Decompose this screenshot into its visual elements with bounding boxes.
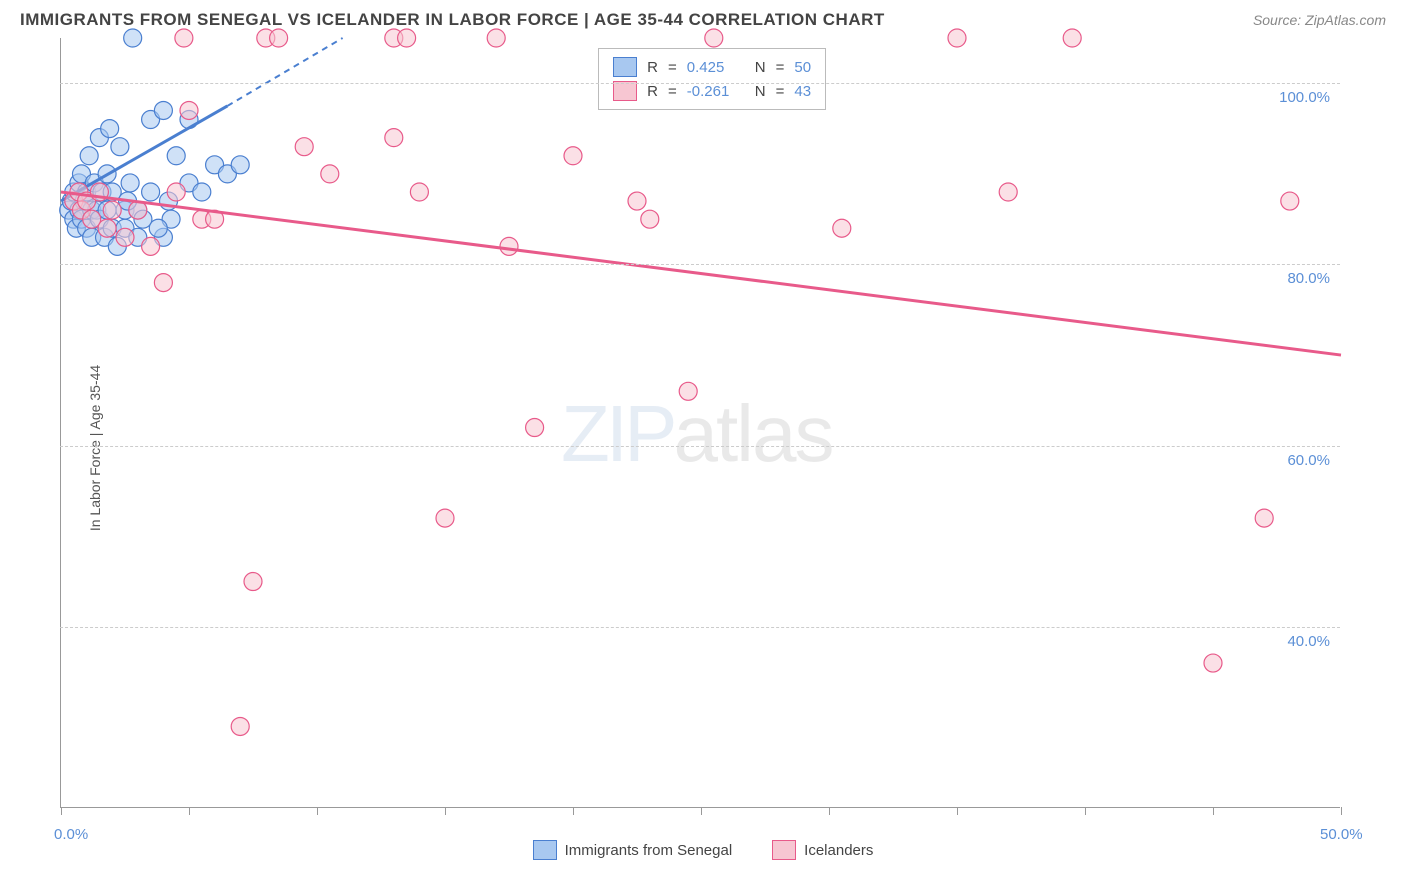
data-point — [295, 138, 313, 156]
data-point — [948, 29, 966, 47]
data-point — [180, 101, 198, 119]
legend-eq: = — [668, 83, 677, 100]
footer-legend-label: Immigrants from Senegal — [565, 842, 733, 859]
data-point — [833, 219, 851, 237]
trend-line — [61, 192, 1341, 355]
data-point — [641, 210, 659, 228]
chart-container: In Labor Force | Age 35-44 ZIPatlas R=0.… — [20, 38, 1386, 858]
x-tick-mark — [1341, 807, 1342, 815]
page-title: IMMIGRANTS FROM SENEGAL VS ICELANDER IN … — [20, 10, 885, 30]
x-tick-mark — [445, 807, 446, 815]
gridline-h — [60, 83, 1340, 84]
legend-row: R = 0.425 N = 50 — [613, 55, 811, 79]
y-tick-label: 80.0% — [1270, 270, 1330, 287]
source-label: Source: ZipAtlas.com — [1253, 12, 1386, 28]
header: IMMIGRANTS FROM SENEGAL VS ICELANDER IN … — [0, 0, 1406, 38]
data-point — [500, 237, 518, 255]
data-point — [98, 219, 116, 237]
y-tick-label: 100.0% — [1270, 89, 1330, 106]
data-point — [385, 129, 403, 147]
plot-svg — [61, 38, 1340, 807]
data-point — [436, 509, 454, 527]
data-point — [679, 382, 697, 400]
data-point — [487, 29, 505, 47]
data-point — [121, 174, 139, 192]
legend-n-label: N — [755, 59, 766, 76]
data-point — [398, 29, 416, 47]
legend-r-label: R — [647, 59, 658, 76]
correlation-legend: R = 0.425 N = 50 R = -0.261 N = 43 — [598, 48, 826, 110]
data-point — [142, 237, 160, 255]
x-tick-label: 0.0% — [54, 826, 88, 843]
data-point — [231, 156, 249, 174]
data-point — [149, 219, 167, 237]
data-point — [270, 29, 288, 47]
y-tick-label: 40.0% — [1270, 633, 1330, 650]
x-tick-mark — [957, 807, 958, 815]
data-point — [244, 573, 262, 591]
footer-legend-label: Icelanders — [804, 842, 873, 859]
x-tick-mark — [829, 807, 830, 815]
data-point — [628, 192, 646, 210]
legend-r-value: 0.425 — [687, 59, 745, 76]
legend-n-value: 50 — [794, 59, 811, 76]
data-point — [321, 165, 339, 183]
x-tick-mark — [1213, 807, 1214, 815]
y-tick-label: 60.0% — [1270, 452, 1330, 469]
series-legend: Immigrants from Senegal Icelanders — [20, 840, 1386, 860]
legend-n-label: N — [755, 83, 766, 100]
data-point — [705, 29, 723, 47]
data-point — [154, 101, 172, 119]
legend-eq: = — [776, 83, 785, 100]
data-point — [1255, 509, 1273, 527]
data-point — [111, 138, 129, 156]
x-tick-mark — [701, 807, 702, 815]
data-point — [1204, 654, 1222, 672]
data-point — [999, 183, 1017, 201]
gridline-h — [60, 264, 1340, 265]
legend-swatch — [613, 57, 637, 77]
x-tick-mark — [573, 807, 574, 815]
data-point — [410, 183, 428, 201]
legend-eq: = — [776, 59, 785, 76]
data-point — [103, 201, 121, 219]
data-point — [193, 183, 211, 201]
x-tick-mark — [61, 807, 62, 815]
data-point — [564, 147, 582, 165]
x-tick-label: 50.0% — [1320, 826, 1363, 843]
x-tick-mark — [189, 807, 190, 815]
gridline-h — [60, 446, 1340, 447]
legend-r-label: R — [647, 83, 658, 100]
plot-area: ZIPatlas R=0.425N=50R=-0.261N=43 — [60, 38, 1340, 808]
footer-legend-item: Icelanders — [772, 840, 873, 860]
data-point — [167, 147, 185, 165]
gridline-h — [60, 627, 1340, 628]
x-tick-mark — [1085, 807, 1086, 815]
data-point — [142, 183, 160, 201]
legend-n-value: 43 — [794, 83, 811, 100]
legend-swatch — [772, 840, 796, 860]
legend-swatch — [533, 840, 557, 860]
data-point — [167, 183, 185, 201]
data-point — [1281, 192, 1299, 210]
footer-legend-item: Immigrants from Senegal — [533, 840, 733, 860]
data-point — [231, 717, 249, 735]
data-point — [175, 29, 193, 47]
data-point — [116, 228, 134, 246]
data-point — [1063, 29, 1081, 47]
legend-r-value: -0.261 — [687, 83, 745, 100]
data-point — [124, 29, 142, 47]
data-point — [154, 274, 172, 292]
x-tick-mark — [317, 807, 318, 815]
data-point — [526, 419, 544, 437]
trend-line-dashed — [227, 38, 342, 106]
legend-eq: = — [668, 59, 677, 76]
data-point — [80, 147, 98, 165]
data-point — [101, 120, 119, 138]
